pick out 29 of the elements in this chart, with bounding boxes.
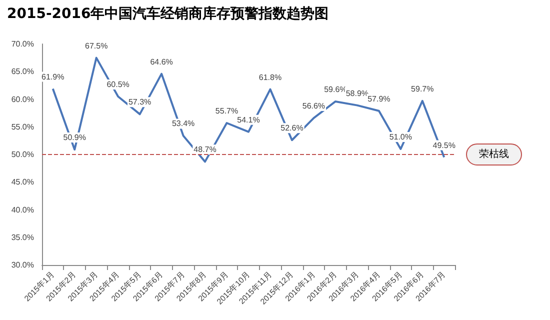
data-label: 48.7% <box>194 145 216 154</box>
data-label: 54.1% <box>237 115 260 124</box>
y-tick-label: 55.0% <box>11 122 34 132</box>
ref-line-label: 荣枯线 <box>479 148 509 160</box>
data-label: 50.9% <box>63 133 86 142</box>
data-label: 61.9% <box>42 72 64 82</box>
data-label: 67.5% <box>85 41 108 50</box>
data-label: 61.8% <box>258 72 282 82</box>
data-label: 58.9% <box>346 88 369 98</box>
y-tick-label: 40.0% <box>11 205 34 214</box>
y-tick-label: 50.0% <box>11 150 34 159</box>
data-label: 53.4% <box>172 119 195 128</box>
y-tick-label: 45.0% <box>11 178 34 187</box>
y-tick-label: 70.0% <box>11 40 34 48</box>
data-label: 57.9% <box>368 94 390 104</box>
data-label: 49.5% <box>432 140 456 150</box>
data-label: 59.7% <box>411 84 434 94</box>
chart-title: 2015-2016年中国汽车经销商库存预警指数趋势图 <box>7 5 329 22</box>
data-label: 56.6% <box>302 102 326 111</box>
y-tick-label: 60.0% <box>11 94 34 104</box>
y-tick-label: 30.0% <box>11 260 34 270</box>
data-label: 64.6% <box>150 57 173 66</box>
data-label: 55.7% <box>215 106 238 116</box>
y-tick-label: 65.0% <box>11 67 34 76</box>
y-tick-label: 35.0% <box>11 232 34 242</box>
data-label: 52.6% <box>280 124 304 133</box>
data-label: 51.0% <box>389 132 412 142</box>
data-label: 57.3% <box>128 98 152 107</box>
data-label: 60.5% <box>106 80 130 89</box>
